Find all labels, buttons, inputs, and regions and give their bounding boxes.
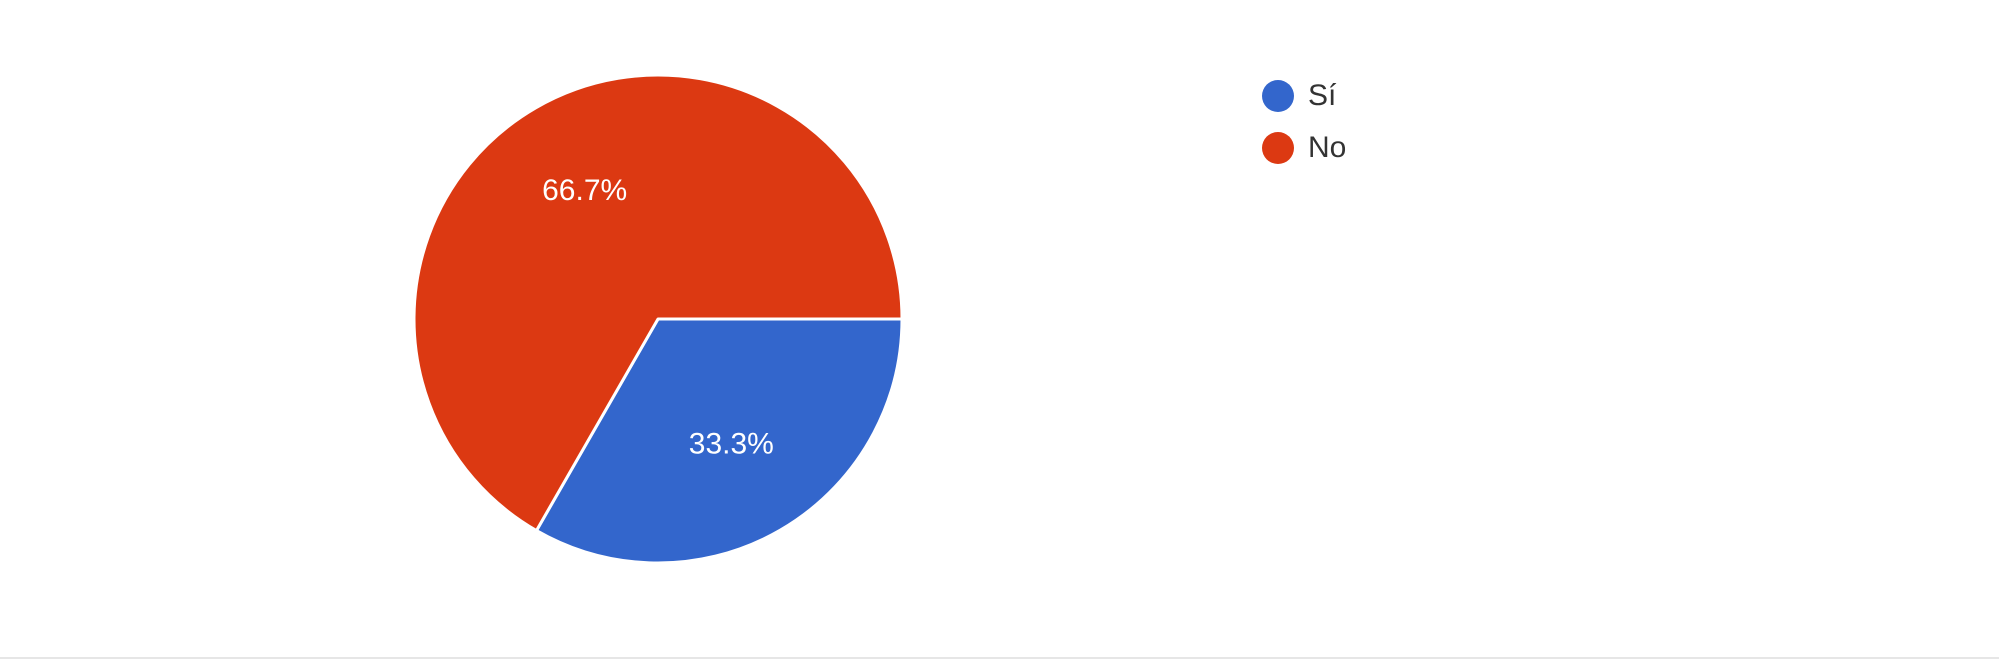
legend-item-si[interactable]: Sí bbox=[1262, 70, 1346, 122]
slice-label-no: 66.7% bbox=[542, 174, 627, 207]
legend-item-no[interactable]: No bbox=[1262, 122, 1346, 174]
legend-swatch-no bbox=[1262, 132, 1294, 164]
slice-label-si: 33.3% bbox=[689, 428, 774, 461]
pie-slice-no[interactable] bbox=[412, 73, 904, 533]
bottom-divider bbox=[0, 657, 1999, 659]
legend-swatch-si bbox=[1262, 80, 1294, 112]
legend-label-si: Sí bbox=[1308, 79, 1337, 112]
pie-slice-si[interactable] bbox=[534, 317, 904, 565]
legend-label-no: No bbox=[1308, 131, 1347, 164]
chart-legend: Sí No bbox=[1262, 70, 1346, 174]
